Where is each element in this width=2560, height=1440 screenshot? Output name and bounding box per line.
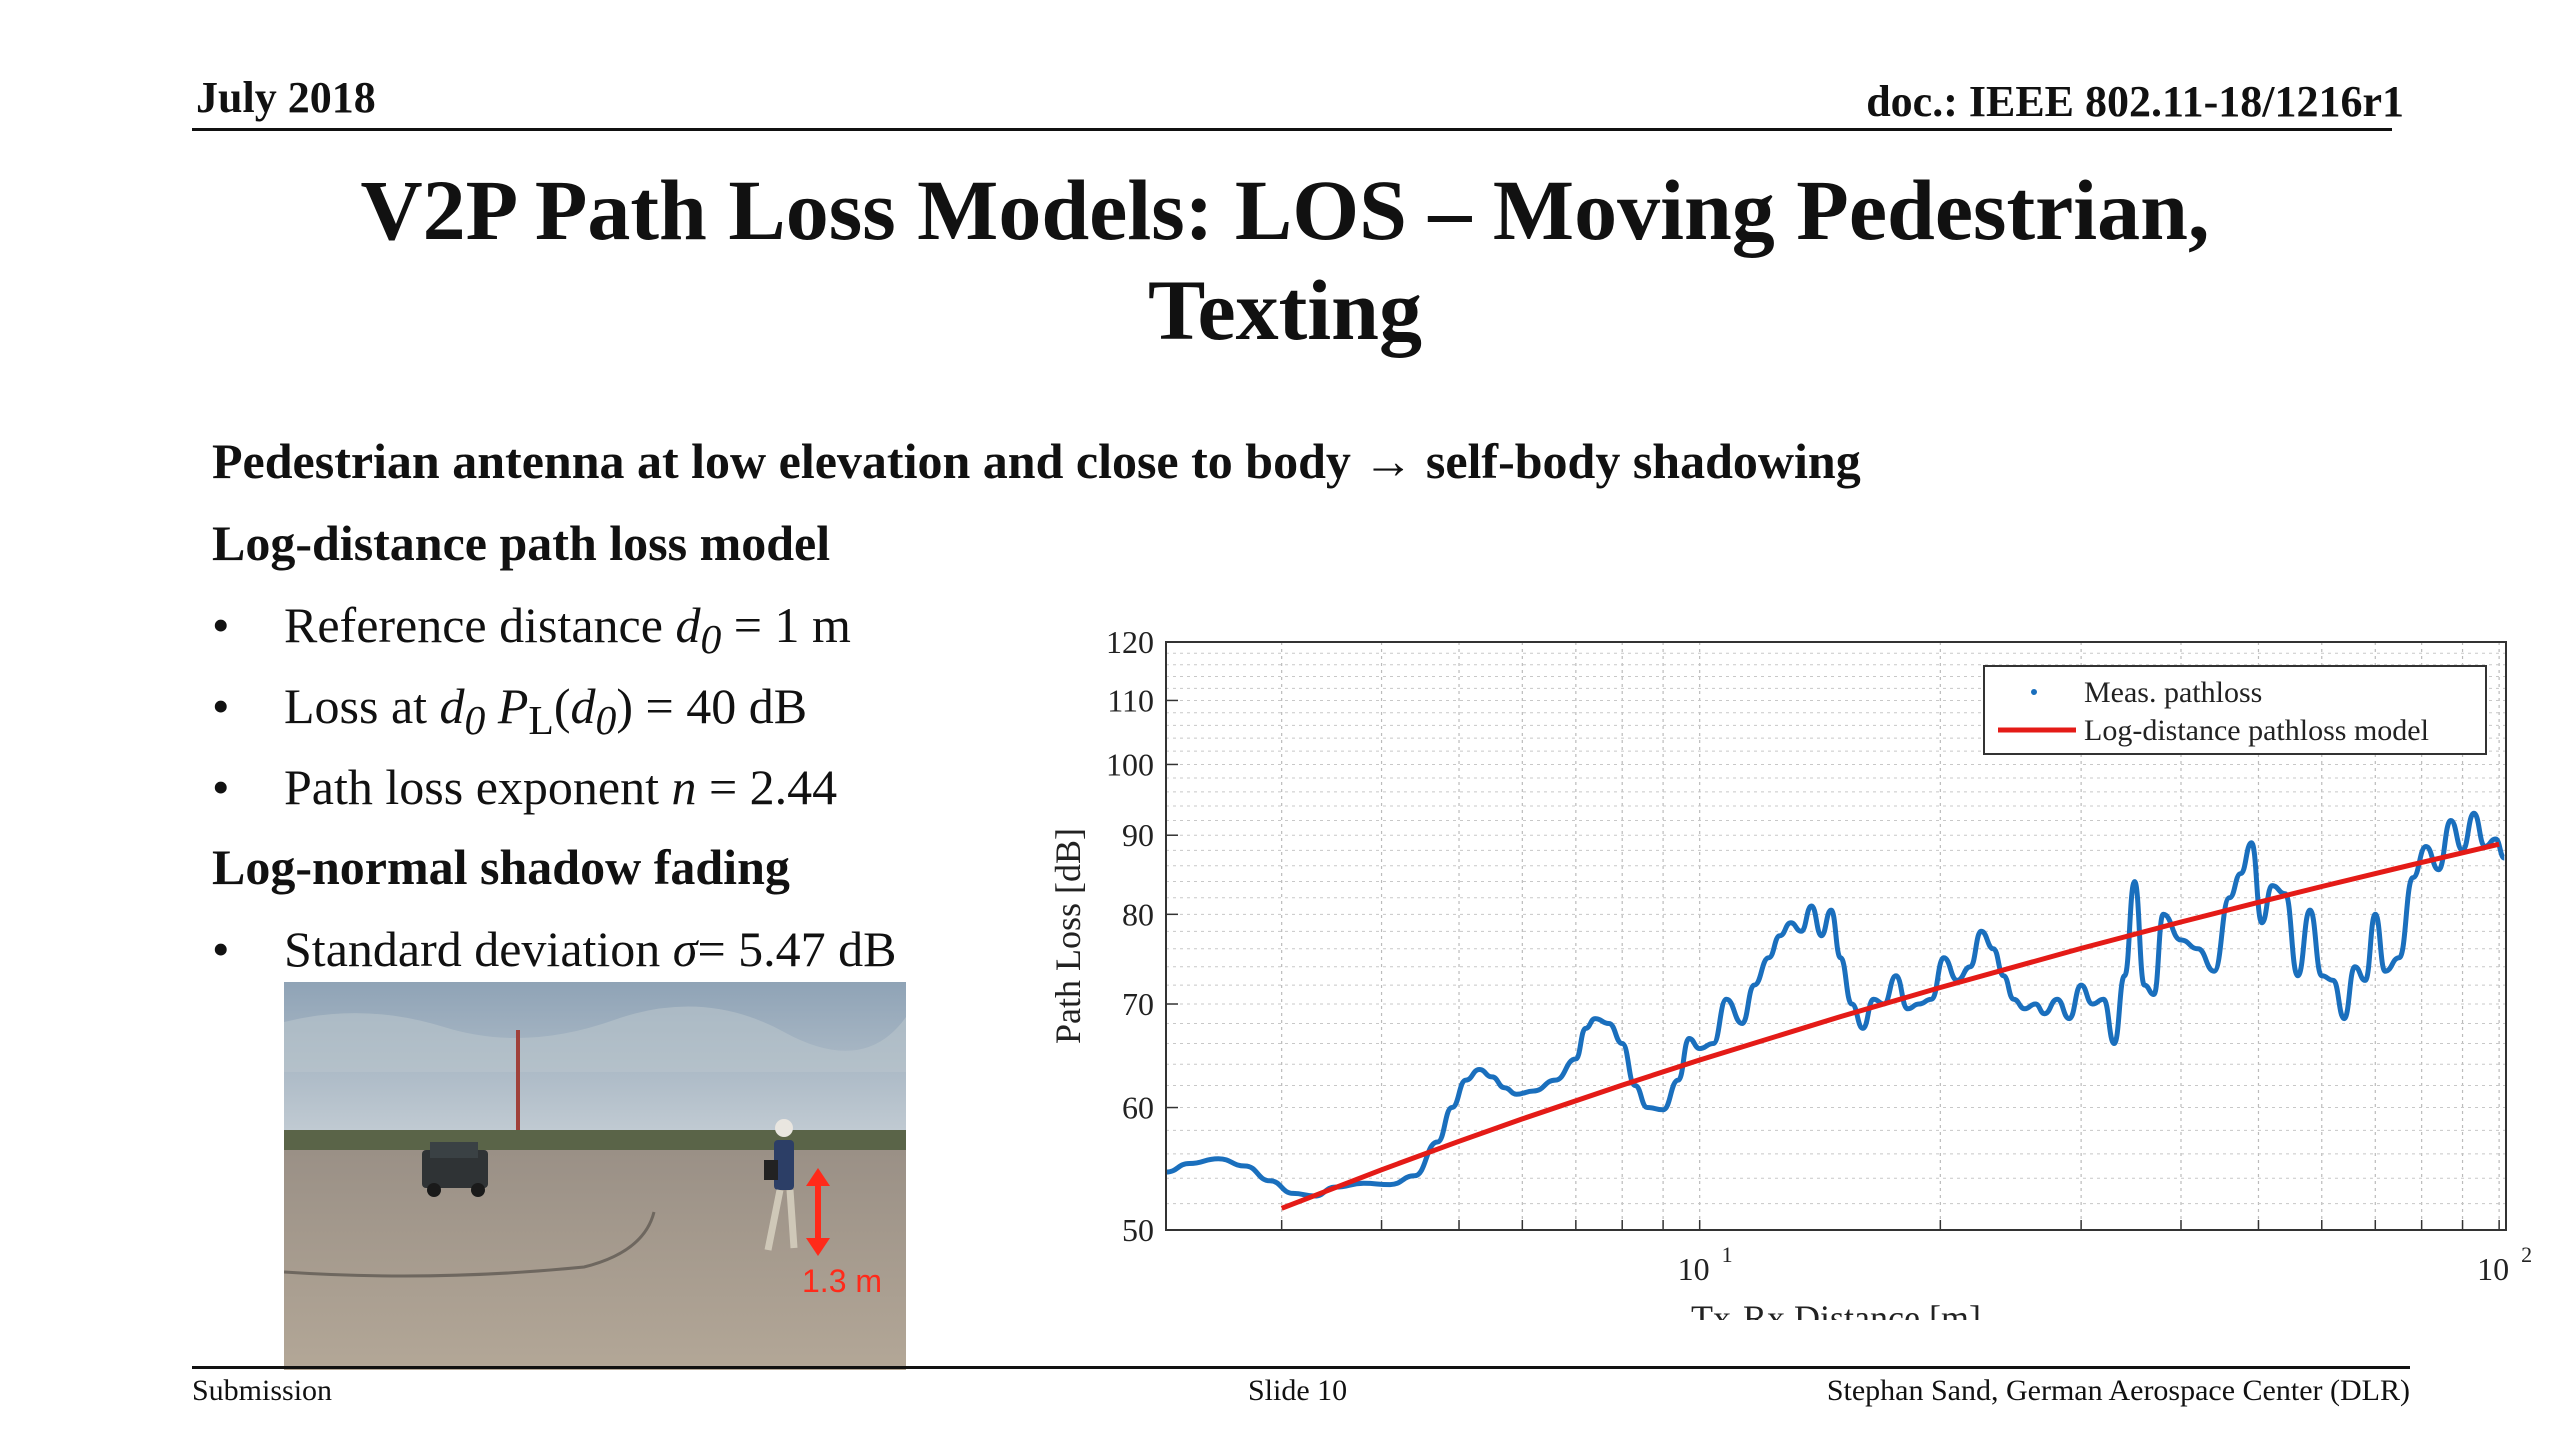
slide-title-line1: V2P Path Loss Models: LOS – Moving Pedes… [360,162,2210,258]
legend-label-model: Log-distance pathloss model [2084,714,2429,747]
section-heading-shadow-fading: Log-normal shadow fading [212,839,790,895]
chart-series [1165,810,2506,1211]
legend-marker-meas [2031,689,2037,695]
path-loss-chart: 50 60 70 80 90 100 110 120 10 1 10 2 Path Loss [dB]… [1040,620,2540,1338]
pedestrian-photo: 1.3 m [284,982,906,1370]
x-tick-label: 10 [1678,1251,1710,1287]
bullet-reference-distance: • Reference distance d0 = 1 m [212,597,851,663]
legend-box [1983,665,2487,755]
x-axis-label: Tx-Rx Distance [m] [1691,1298,1981,1320]
plot-frame [1165,641,2507,1231]
slide-title: V2P Path Loss Models: LOS – Moving Pedes… [0,160,2560,360]
photo-treeline [284,1130,906,1152]
y-tick-label: 50 [1122,1212,1154,1248]
x-tick-label-exponent: 2 [2521,1242,2532,1267]
footer-slide-number: Slide 10 [1248,1374,1348,1407]
y-tick-label: 100 [1106,746,1154,782]
legend-label-meas: Meas. pathloss [2084,676,2262,709]
bullet-path-loss-exponent: • Path loss exponent n = 2.44 [212,759,838,815]
chart-grid [1166,642,2506,1230]
header-rule [192,128,2392,131]
header-doc-id: doc.: IEEE 802.11-18/1216r1 [1866,77,2404,126]
y-tick-label: 120 [1106,624,1154,660]
photo-pedestrian [764,1119,798,1251]
bullet-standard-deviation: • Standard deviation σ= 5.47 dB [212,921,897,977]
photo-ground [284,1150,906,1370]
header-date: July 2018 [196,73,376,122]
photo-mast [516,1030,520,1150]
y-tick-label: 60 [1122,1090,1154,1126]
y-tick-label: 80 [1122,896,1154,932]
bullet-glyph: • [212,678,230,734]
y-tick-label: 90 [1122,817,1154,853]
footer-rule [192,1366,2410,1369]
pedestrian-photo-illustration: 1.3 m [284,982,906,1370]
bullet-loss-at-d0: • Loss at d0 PL(d0) = 40 dB [212,678,808,744]
bullet-glyph: • [212,759,230,815]
photo-clouds [284,1006,906,1072]
footer-submission: Submission [192,1374,333,1407]
bullet-glyph: • [212,921,230,977]
photo-cable [284,1211,656,1278]
photo-vehicle [422,1142,488,1197]
x-tick-label-exponent: 1 [1722,1242,1733,1267]
height-arrow-icon [806,1168,830,1256]
section-heading-path-loss: Log-distance path loss model [212,515,831,571]
chart-legend: Meas. pathloss Log-distance pathloss mod… [1983,665,2487,755]
footer-author: Stephan Sand, German Aerospace Center (D… [1826,1374,2410,1407]
slide-title-line2: Texting [1148,262,1422,358]
y-tick-label: 110 [1107,682,1154,718]
height-annotation: 1.3 m [802,1263,882,1299]
series-model-line [1280,841,2500,1211]
y-tick-label: 70 [1122,986,1154,1022]
y-axis-label: Path Loss [dB] [1048,828,1088,1044]
series-meas-pathloss [1165,810,2506,1199]
bullet-glyph: • [212,597,230,653]
x-tick-label: 10 [2477,1251,2509,1287]
lead-statement: Pedestrian antenna at low elevation and … [212,433,1861,489]
